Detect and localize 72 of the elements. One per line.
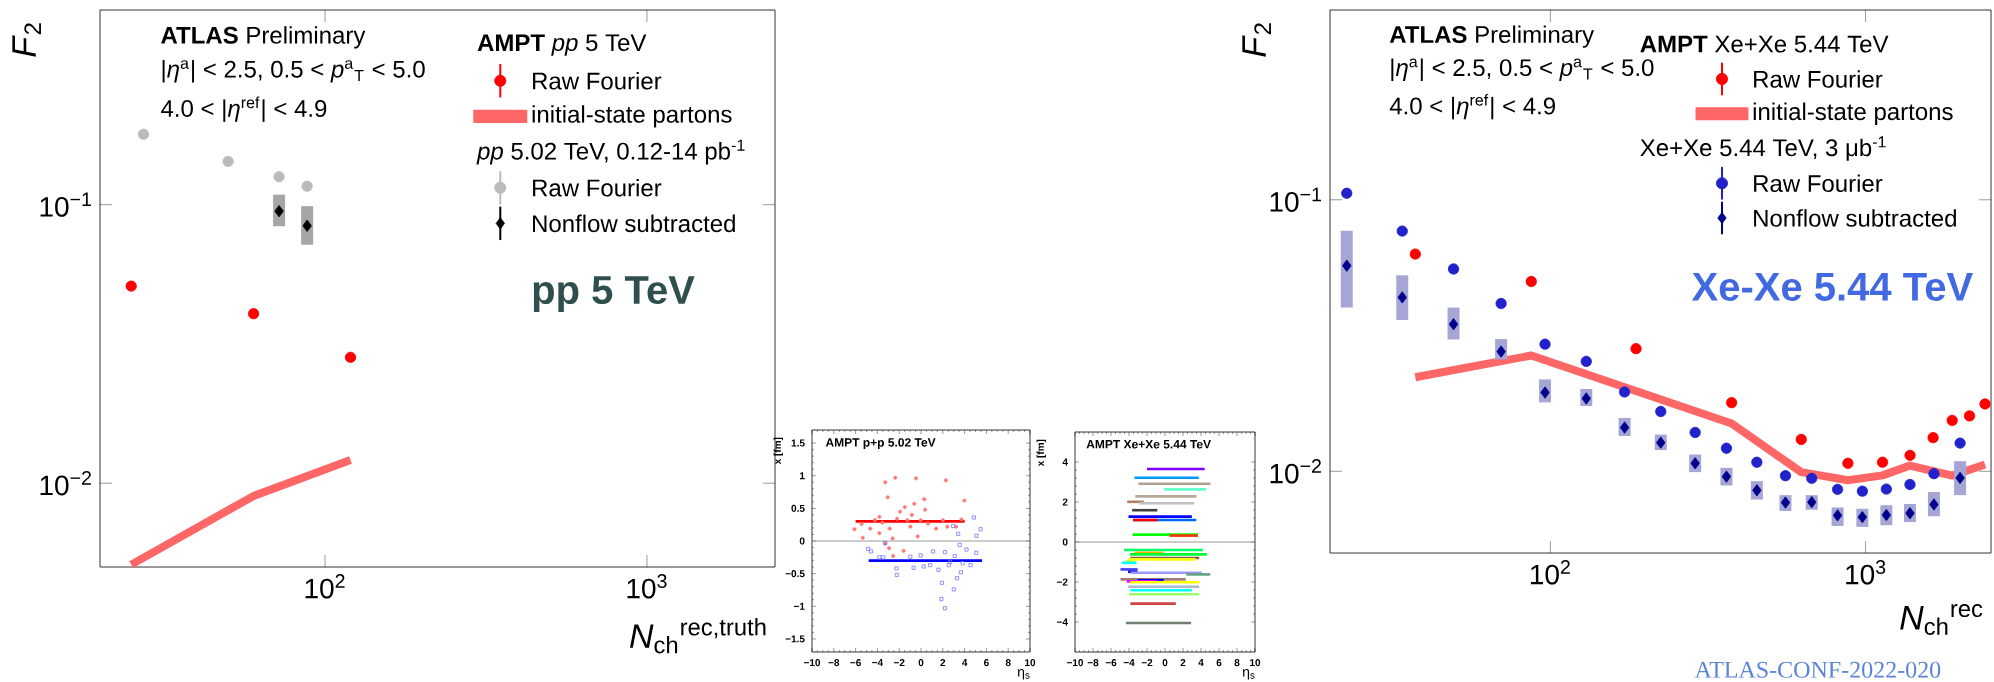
- legend-label: initial-state partons: [532, 105, 732, 128]
- x-tick-label: 6: [1216, 659, 1222, 667]
- legend-label: Raw Fourier: [1754, 70, 1883, 88]
- y-tick-label: 0.5: [791, 504, 805, 512]
- x-tick-label: −2: [1141, 659, 1153, 667]
- y-axis-title: F$_{2}$: [1242, 23, 1271, 57]
- annotation: |η$^{a}$| < 2.5, 0.5 < p$^{a}$$_{T}$ < 5.0: [162, 60, 425, 83]
- annotation: AMPT p+p 5.02 TeV: [825, 438, 936, 450]
- x-tick-label: 8: [1005, 659, 1011, 667]
- y-tick-label: 4: [1062, 458, 1068, 466]
- x-tick-label: −4: [872, 659, 884, 666]
- annotation: pp 5.02 TeV, 0.12-14 pb$^{-1}$: [476, 139, 745, 165]
- legend-label: Nonflow subtracted: [533, 214, 735, 233]
- x-tick-label: 10: [1025, 659, 1036, 667]
- legend-label: Raw Fourier: [533, 71, 662, 90]
- x-tick-label: 4: [961, 659, 968, 666]
- x-tick-label: −6: [1105, 659, 1117, 667]
- x-tick-label: −4: [1123, 659, 1135, 666]
- x-axis-title: N$_{ch}$rec: [1900, 604, 1983, 635]
- x-tick-label: 10$^{2}$: [305, 574, 345, 599]
- legend-label: Nonflow subtracted: [1754, 209, 1956, 227]
- x-axis-title: N$_{ch}$rec,truth: [629, 618, 766, 654]
- legend-title: AMPT pp 5 TeV: [477, 34, 647, 56]
- x-tick-label: 10: [1250, 659, 1261, 667]
- y-tick-label: 0: [799, 537, 805, 545]
- annotation: Xe+Xe 5.44 TeV, 3 μb$^{-1}$: [1640, 136, 1886, 161]
- y-tick-label: 10$^{−2}$: [1270, 459, 1321, 484]
- legend-title: AMPT Xe+Xe 5.44 TeV: [1640, 35, 1889, 53]
- x-tick-label: −10: [1066, 659, 1084, 667]
- x-tick-label: 4: [1198, 659, 1204, 666]
- x-tick-label: 2: [1180, 659, 1186, 667]
- y-tick-label: −1: [793, 602, 805, 610]
- y-axis-title: F$_{2}$: [12, 23, 41, 57]
- y-tick-label: 1.5: [791, 439, 805, 447]
- x-tick-label: 0: [918, 659, 924, 667]
- y-tick-label: 0: [1062, 538, 1068, 546]
- annotation: AMPT Xe+Xe 5.44 TeV: [1086, 440, 1211, 449]
- annotation: pp 5 TeV: [533, 276, 695, 313]
- legend-label: Raw Fourier: [1754, 174, 1883, 193]
- y-tick-label: 10$^{−2}$: [40, 470, 91, 496]
- x-tick-label: 2: [940, 659, 946, 667]
- x-tick-label: 8: [1234, 659, 1240, 667]
- y-axis-title: x [fm]: [773, 437, 783, 465]
- x-tick-label: 10$^{3}$: [627, 574, 667, 599]
- x-tick-label: −6: [850, 659, 861, 667]
- y-tick-label: −0.5: [785, 570, 805, 578]
- annotation: |η$^{a}$| < 2.5, 0.5 < p$^{a}$$_{T}$ < 5.0: [1391, 58, 1654, 81]
- x-tick-label: −8: [1087, 659, 1099, 667]
- y-tick-label: 1: [800, 472, 805, 480]
- x-tick-label: 6: [984, 659, 989, 667]
- x-tick-label: 10$^{3}$: [1846, 560, 1886, 585]
- x-tick-label: −8: [828, 659, 840, 667]
- legend-label: Raw Fourier: [533, 178, 662, 197]
- y-tick-label: 10$^{−1}$: [1270, 187, 1321, 212]
- annotation: ATLAS Preliminary: [161, 26, 366, 49]
- x-tick-label: 10$^{2}$: [1530, 560, 1570, 585]
- text: ATLAS-CONF-2022-020: [1694, 661, 1941, 678]
- y-tick-label: 2: [1062, 498, 1068, 506]
- annotation: ATLAS Preliminary: [1389, 25, 1595, 48]
- x-tick-label: 0: [1162, 659, 1168, 667]
- legend-label: initial-state partons: [1753, 102, 1953, 125]
- y-tick-label: −4: [1056, 618, 1068, 626]
- y-tick-label: 10$^{−1}$: [40, 192, 91, 217]
- annotation: 4.0 < |η$^{ref}$| < 4.9: [1389, 93, 1555, 120]
- annotation: Xe-Xe 5.44 TeV: [1691, 273, 1973, 301]
- x-axis-title: η$_{s}$: [1242, 669, 1255, 680]
- x-tick-label: −10: [803, 659, 821, 667]
- x-tick-label: −2: [893, 659, 905, 667]
- annotation: 4.0 < |η$^{ref}$| < 4.9: [161, 96, 327, 122]
- y-tick-label: −1.5: [785, 635, 805, 643]
- x-axis-title: η$_{s}$: [1017, 669, 1030, 680]
- y-axis-title: x [fm]: [1036, 439, 1046, 467]
